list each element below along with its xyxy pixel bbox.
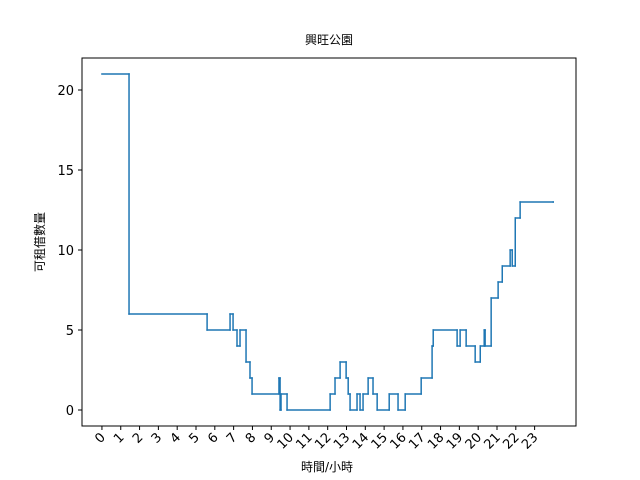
y-tick-label: 0 bbox=[66, 404, 74, 419]
x-tick-label: 1 bbox=[111, 430, 127, 446]
y-tick-label: 10 bbox=[57, 244, 74, 259]
x-tick-label: 6 bbox=[205, 430, 221, 446]
x-tick-label: 7 bbox=[224, 430, 240, 446]
chart-title: 興旺公園 bbox=[305, 33, 353, 47]
x-tick-label: 2 bbox=[130, 430, 146, 446]
x-tick-label: 23 bbox=[519, 430, 541, 452]
x-tick-label: 5 bbox=[186, 430, 202, 446]
x-tick-label: 0 bbox=[92, 430, 108, 446]
x-tick-label: 4 bbox=[168, 430, 184, 446]
y-axis-label: 可租借數量 bbox=[33, 212, 47, 272]
x-tick-label: 3 bbox=[149, 430, 165, 446]
y-tick-label: 5 bbox=[66, 324, 74, 339]
x-tick-label: 8 bbox=[243, 430, 259, 446]
x-axis-label: 時間/小時 bbox=[301, 460, 353, 474]
y-tick-label: 20 bbox=[57, 84, 74, 99]
y-tick-label: 15 bbox=[57, 164, 74, 179]
plot-frame bbox=[81, 57, 577, 427]
